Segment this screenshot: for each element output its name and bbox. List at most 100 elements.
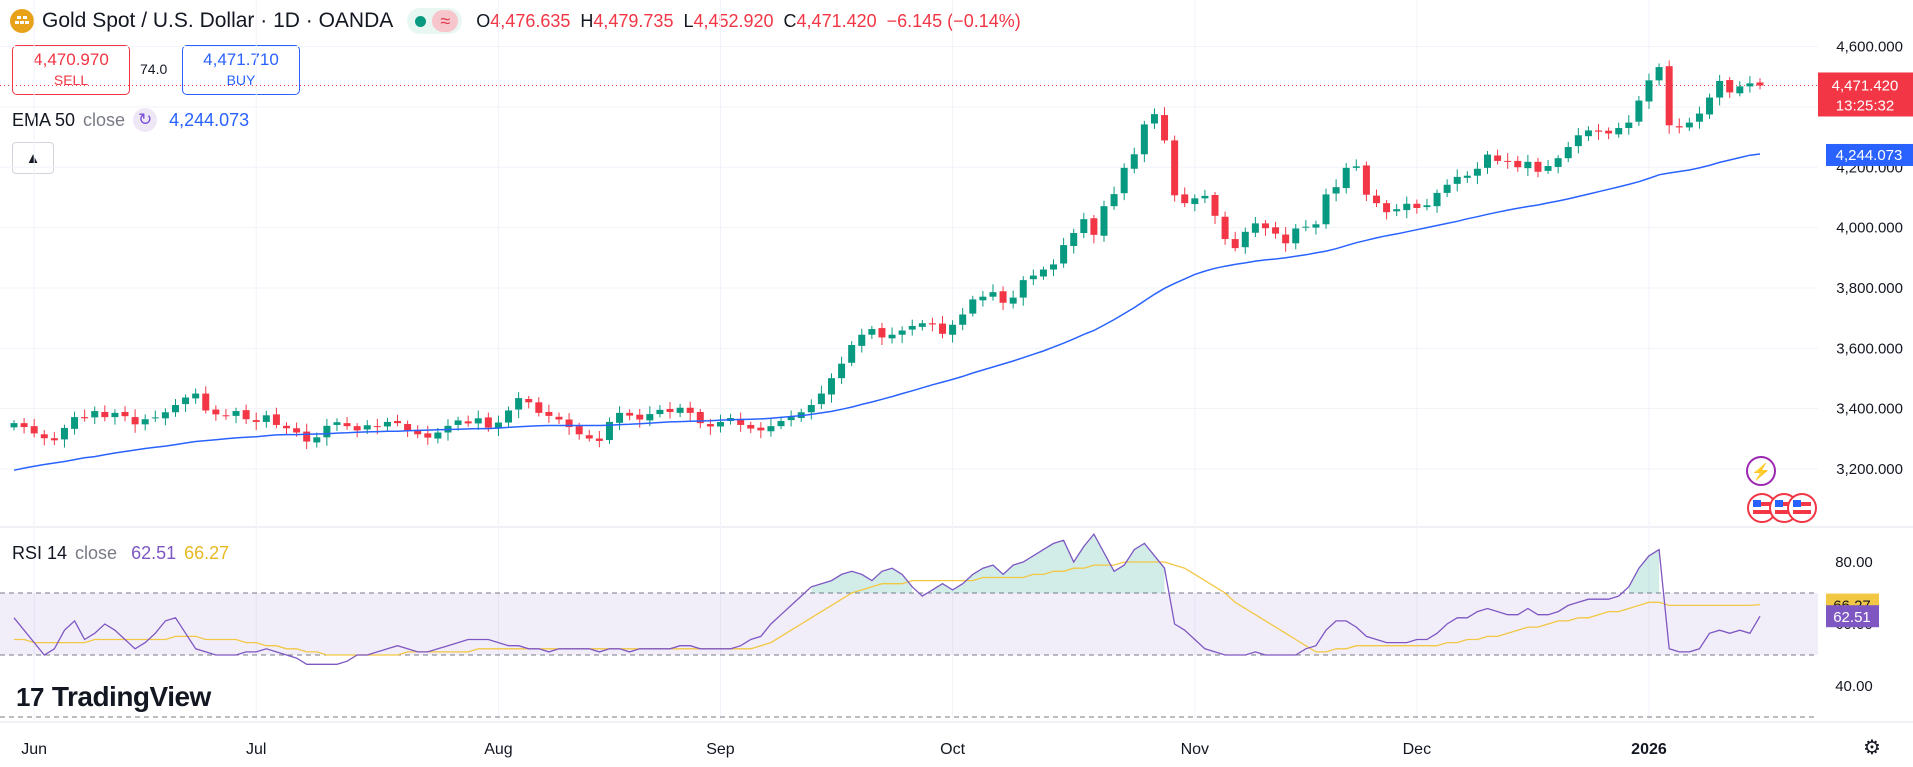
candle-up: [1443, 179, 1451, 198]
change-value: −6.145 (−0.14%): [886, 10, 1021, 31]
ema-param: close: [83, 109, 126, 130]
candle-down: [585, 429, 593, 442]
candle-down: [1383, 200, 1391, 220]
market-status-toggle[interactable]: ≈: [407, 8, 463, 34]
symbol-title[interactable]: Gold Spot / U.S. Dollar · 1D · OANDA: [42, 9, 394, 32]
candle-up: [10, 420, 18, 431]
candle-body: [484, 417, 492, 428]
candle-up: [474, 410, 482, 431]
candle-down: [212, 405, 220, 421]
candle-down: [1595, 124, 1603, 140]
candle-body: [1039, 269, 1047, 277]
candle-up: [1625, 115, 1633, 135]
candle-body: [888, 334, 896, 339]
candle-body: [878, 328, 886, 338]
candle-body: [1050, 264, 1058, 270]
candle-down: [242, 404, 250, 425]
price-tick-label: 3,400.000: [1836, 401, 1903, 418]
candle-up: [333, 418, 341, 431]
candle-body: [686, 407, 694, 413]
candle-body: [313, 437, 321, 443]
candle-body: [989, 292, 997, 297]
candle-up: [1746, 76, 1754, 93]
candle-body: [434, 432, 442, 439]
collapse-legend-button[interactable]: ▲: [12, 142, 54, 174]
candle-up: [1060, 237, 1068, 268]
candle-body: [1211, 195, 1219, 216]
candle-body: [1241, 231, 1249, 248]
candle-up: [656, 405, 664, 418]
market-open-icon: [415, 15, 427, 27]
candle-down: [525, 395, 533, 409]
candle-down: [1272, 221, 1280, 239]
candle-up: [868, 325, 876, 339]
flag-stripe: [1775, 510, 1793, 514]
candle-body: [1130, 154, 1138, 169]
candle-body: [1514, 160, 1522, 168]
candle-up: [1029, 269, 1037, 285]
candle-body: [1423, 205, 1431, 208]
flag-canton: [1793, 500, 1801, 507]
candle-body: [1635, 100, 1643, 122]
candle-down: [595, 430, 603, 448]
candle-body: [949, 324, 957, 335]
candle-body: [1100, 206, 1108, 236]
rsi-legend[interactable]: RSI 14 close 62.51 66.27: [12, 543, 229, 564]
candle-body: [1574, 135, 1582, 147]
candle-up: [454, 416, 462, 431]
candle-body: [212, 409, 220, 415]
candle-down: [757, 422, 765, 439]
candle-body: [1120, 167, 1128, 194]
candle-down: [1504, 153, 1512, 169]
candle-body: [747, 424, 755, 429]
candle-body: [121, 411, 129, 417]
candle-down: [1413, 199, 1421, 214]
refresh-icon[interactable]: ↻: [133, 108, 158, 132]
candle-down: [686, 401, 694, 421]
rsi-param: close: [75, 543, 118, 563]
candle-up: [817, 385, 825, 409]
candle-up: [1484, 150, 1492, 174]
candle-up: [959, 307, 967, 331]
candle-up: [1423, 198, 1431, 211]
sell-label: SELL: [53, 72, 89, 88]
candle-body: [696, 411, 704, 424]
ema-legend[interactable]: EMA 50 close ↻ 4,244.073: [12, 108, 249, 132]
candle-up: [1080, 212, 1088, 239]
candle-body: [182, 397, 190, 405]
candle-body: [161, 412, 169, 419]
candle-up: [1433, 189, 1441, 213]
candle-body: [999, 291, 1007, 303]
candle-down: [747, 421, 755, 434]
candle-up: [1039, 266, 1047, 280]
candle-body: [1261, 223, 1269, 229]
tradingview-logo[interactable]: 17 TradingView: [16, 681, 211, 713]
candle-up: [1251, 217, 1259, 237]
candle-body: [716, 421, 724, 427]
candle-body: [1675, 126, 1683, 128]
candle-down: [353, 423, 361, 438]
candle-body: [706, 424, 714, 427]
gear-icon[interactable]: ⚙: [1863, 737, 1881, 759]
candle-up: [1584, 126, 1592, 141]
candle-up: [60, 424, 68, 448]
candle-body: [1473, 168, 1481, 176]
candle-up: [888, 327, 896, 344]
candle-up: [1352, 159, 1360, 171]
candle-body: [1362, 165, 1370, 195]
sell-button[interactable]: 4,470.970 SELL: [12, 45, 130, 95]
tradingview-mark-icon: 17: [16, 681, 44, 712]
candle-down: [1221, 211, 1229, 245]
rsi-tick-label: 40.00: [1835, 678, 1873, 695]
spread-value: 74.0: [140, 61, 168, 77]
rsi-name: RSI 14: [12, 543, 68, 563]
candle-body: [1312, 224, 1320, 228]
candle-body: [353, 426, 361, 431]
candle-down: [414, 425, 422, 439]
time-tick-label: Oct: [940, 741, 965, 758]
time-tick-label: Jun: [21, 741, 47, 758]
candle-up: [716, 414, 724, 433]
time-tick-label: Jul: [246, 741, 266, 758]
buy-button[interactable]: 4,471.710 BUY: [182, 45, 300, 95]
